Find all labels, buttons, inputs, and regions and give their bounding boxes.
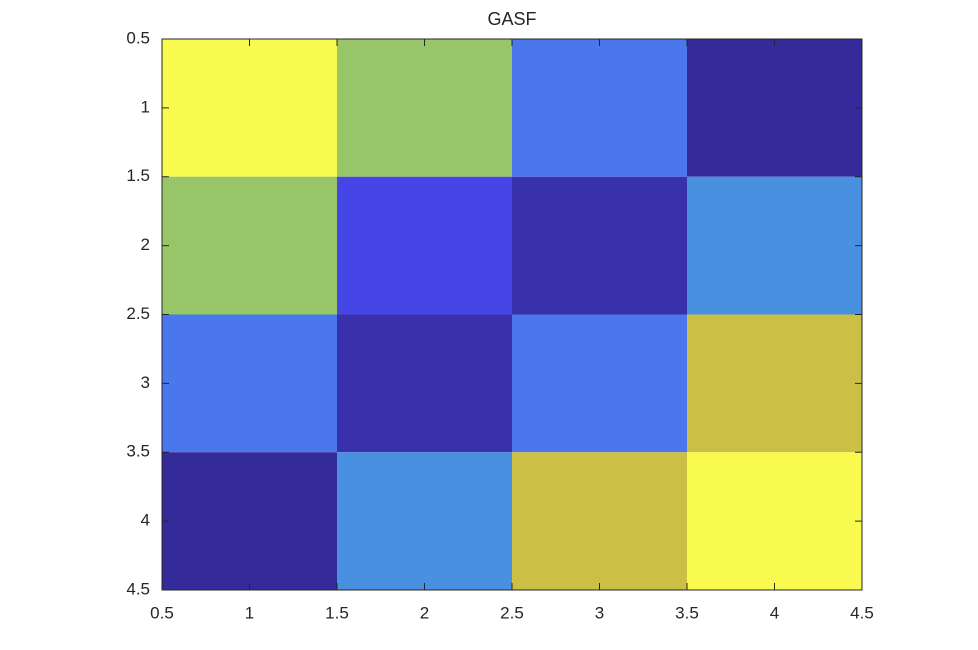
x-tick-label: 4 [770, 603, 779, 622]
y-tick-label: 2.5 [126, 304, 150, 323]
heatmap-cell [337, 314, 512, 453]
heatmap-cell [337, 452, 512, 590]
heatmap-cell [687, 176, 862, 315]
heatmap-cell [162, 314, 337, 453]
heatmap-cell [687, 452, 862, 590]
x-tick-label: 3 [595, 603, 604, 622]
heatmap-cell [162, 452, 337, 590]
y-tick-label: 0.5 [126, 28, 150, 47]
y-tick-label: 4.5 [126, 579, 150, 598]
heatmap-cell [512, 452, 687, 590]
x-tick-label: 3.5 [675, 603, 699, 622]
heatmap-cell [512, 39, 687, 177]
x-tick-label: 1.5 [325, 603, 349, 622]
x-tick-label: 2 [420, 603, 429, 622]
y-tick-label: 1 [141, 97, 150, 116]
y-tick-label: 2 [141, 235, 150, 254]
heatmap-cell [512, 176, 687, 315]
x-tick-label: 0.5 [150, 603, 174, 622]
heatmap-cell [512, 314, 687, 453]
x-tick-label: 1 [245, 603, 254, 622]
heatmap-cell [162, 176, 337, 315]
heatmap-cell [687, 39, 862, 177]
heatmap-cell [337, 39, 512, 177]
chart-title: GASF [487, 9, 536, 29]
x-tick-label: 2.5 [500, 603, 524, 622]
y-tick-label: 3 [141, 373, 150, 392]
y-tick-label: 1.5 [126, 166, 150, 185]
x-tick-label: 4.5 [850, 603, 874, 622]
heatmap-cell [687, 314, 862, 453]
y-tick-label: 3.5 [126, 442, 150, 461]
y-tick-label: 4 [141, 511, 150, 530]
heatmap-cell [337, 176, 512, 315]
heatmap-cell [162, 39, 337, 177]
